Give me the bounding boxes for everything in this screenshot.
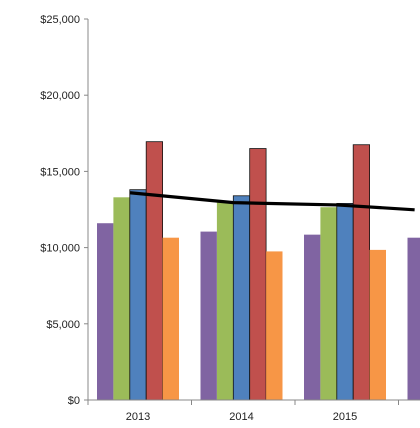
bar-s5-c1 [162, 237, 179, 400]
x-tick-label: 2015 [333, 411, 357, 423]
y-tick-label: $15,000 [40, 166, 80, 178]
bar-s1-c2 [200, 231, 217, 400]
bar-s5-c3 [369, 249, 386, 400]
labels-group: $0 $5,000 $10,000 $15,000 $20,000 $25,000 2013… [40, 14, 357, 423]
bars-group [97, 141, 420, 401]
y-tick-label: $25,000 [40, 14, 80, 26]
bar-s1-c1 [97, 223, 114, 400]
y-tick-label: $5,000 [46, 319, 80, 331]
x-tick-label: 2014 [229, 411, 253, 423]
y-tick-label: $10,000 [40, 243, 80, 255]
bar-s4-c1 [145, 141, 163, 401]
x-tick-label: 2013 [126, 411, 150, 423]
y-tick-label: $0 [68, 395, 80, 407]
bar-s2-c3 [320, 207, 337, 400]
bar-s2-c2 [216, 201, 234, 400]
bar-s3-c2 [232, 195, 251, 401]
bar-s4-c3 [352, 144, 371, 401]
bar-s3-c3 [336, 203, 354, 401]
axes-group [84, 18, 420, 405]
trend-line [129, 191, 415, 212]
bar-s1-c3 [304, 234, 321, 400]
bar-s2-c1 [113, 197, 130, 400]
y-tick-label: $20,000 [40, 90, 80, 102]
bar-s5-c2 [266, 251, 283, 400]
bar-s1-c4 [407, 237, 420, 400]
bar-s3-c1 [129, 189, 147, 401]
bar-s4-c2 [249, 148, 267, 401]
trend-group [129, 191, 415, 212]
